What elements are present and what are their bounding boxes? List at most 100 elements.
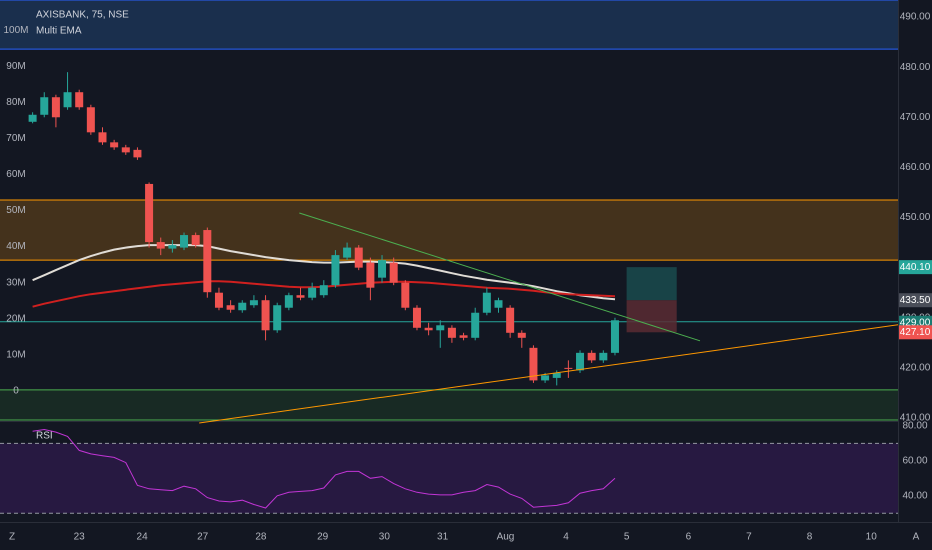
- price-label: 427.10: [900, 327, 931, 338]
- candle-body: [226, 305, 235, 310]
- y2-tick-label: 20M: [6, 313, 25, 324]
- y2-tick-label: 30M: [6, 277, 25, 288]
- y-tick-label: 480.00: [900, 62, 931, 73]
- candle-body: [51, 97, 60, 118]
- candle-body: [319, 285, 328, 296]
- candle-body: [75, 92, 84, 108]
- y-tick-label: 490.00: [900, 12, 931, 23]
- candle-body: [331, 255, 340, 286]
- y2-tick-label: 10M: [6, 349, 25, 360]
- rsi-title: RSI: [36, 431, 53, 442]
- x-tick-label: 8: [807, 532, 813, 543]
- x-tick-label: 5: [624, 532, 630, 543]
- ema-line: [32, 244, 616, 301]
- candle-body: [284, 295, 293, 308]
- candle-body: [482, 292, 491, 313]
- candle-body: [86, 107, 95, 133]
- rsi-band: [0, 443, 898, 514]
- candle-body: [424, 327, 433, 331]
- candle-body: [261, 300, 270, 331]
- x-tick-label: 7: [746, 532, 752, 543]
- candle-body: [63, 92, 72, 108]
- y2-tick-label: 50M: [6, 205, 25, 216]
- candle-body: [354, 247, 363, 268]
- candle-body: [564, 367, 573, 369]
- candle-body: [529, 347, 538, 381]
- candle-body: [378, 260, 387, 278]
- candle-body: [249, 300, 258, 306]
- candle-body: [110, 142, 119, 148]
- rsi-line: [32, 428, 616, 509]
- candle-body: [401, 282, 410, 308]
- x-tick-label: 10: [866, 532, 878, 543]
- y-tick-label: 420.00: [900, 363, 931, 374]
- candle-body: [98, 132, 107, 143]
- rsi-tick-label: 80.00: [902, 421, 927, 432]
- candle-body: [168, 245, 177, 249]
- candle-body: [40, 97, 49, 115]
- y2-tick-label: 70M: [6, 133, 25, 144]
- indicator-name: Multi EMA: [36, 26, 82, 37]
- zone: [0, 199, 898, 261]
- price-label-box: [899, 293, 932, 308]
- x-tick-label: 23: [74, 532, 86, 543]
- x-tick-label: 28: [255, 532, 267, 543]
- candle-body: [180, 235, 189, 248]
- candle-body: [389, 262, 398, 283]
- candle-body: [436, 325, 445, 331]
- candle-body: [145, 183, 154, 243]
- y2-tick-label: 0: [13, 385, 19, 396]
- price-label: 433.50: [900, 295, 931, 306]
- candle-body: [506, 307, 515, 333]
- candle-body: [273, 305, 282, 331]
- y2-tick-label: 40M: [6, 241, 25, 252]
- candle-body: [28, 114, 37, 122]
- price-label-box: [899, 260, 932, 275]
- price-label: 440.10: [900, 262, 931, 273]
- stop-zone: [626, 300, 677, 333]
- zone: [0, 0, 898, 50]
- candle-body: [366, 262, 375, 288]
- candle-body: [541, 375, 550, 381]
- candle-body: [576, 352, 585, 371]
- candle-body: [343, 247, 352, 258]
- trendline: [299, 212, 701, 342]
- candle-body: [412, 307, 421, 328]
- toolbar-icon[interactable]: A: [913, 532, 920, 543]
- y-tick-label: 460.00: [900, 162, 931, 173]
- y-tick-label: 450.00: [900, 212, 931, 223]
- candle-body: [610, 320, 619, 353]
- y2-tick-label: 90M: [6, 61, 25, 72]
- zone: [0, 389, 898, 420]
- candle-body: [238, 302, 247, 311]
- candle-body: [156, 242, 165, 249]
- price-label-box: [899, 325, 932, 340]
- candle-body: [494, 300, 503, 308]
- candle-body: [552, 372, 561, 378]
- y-tick-label: 470.00: [900, 112, 931, 123]
- x-tick-label: 24: [137, 532, 149, 543]
- candle-body: [447, 327, 456, 338]
- y2-tick-label: 80M: [6, 97, 25, 108]
- y2-tick-label: 100M: [3, 25, 28, 36]
- price-label: 429.00: [900, 317, 931, 328]
- candle-body: [599, 352, 608, 361]
- toolbar-icon[interactable]: Z: [9, 532, 15, 543]
- candle-body: [203, 230, 212, 293]
- x-tick-label: 30: [379, 532, 391, 543]
- rsi-tick-label: 60.00: [902, 456, 927, 467]
- candle-body: [517, 332, 526, 338]
- candle-body: [133, 149, 142, 158]
- x-tick-label: 27: [197, 532, 209, 543]
- y2-tick-label: 60M: [6, 169, 25, 180]
- x-tick-label: 31: [437, 532, 449, 543]
- chart-title: AXISBANK, 75, NSE: [36, 10, 129, 21]
- x-tick-label: 4: [563, 532, 569, 543]
- candle-body: [121, 147, 130, 153]
- candle-body: [214, 292, 223, 308]
- x-tick-label: 6: [686, 532, 692, 543]
- y-tick-label: 410.00: [900, 413, 931, 424]
- trendline: [199, 324, 899, 424]
